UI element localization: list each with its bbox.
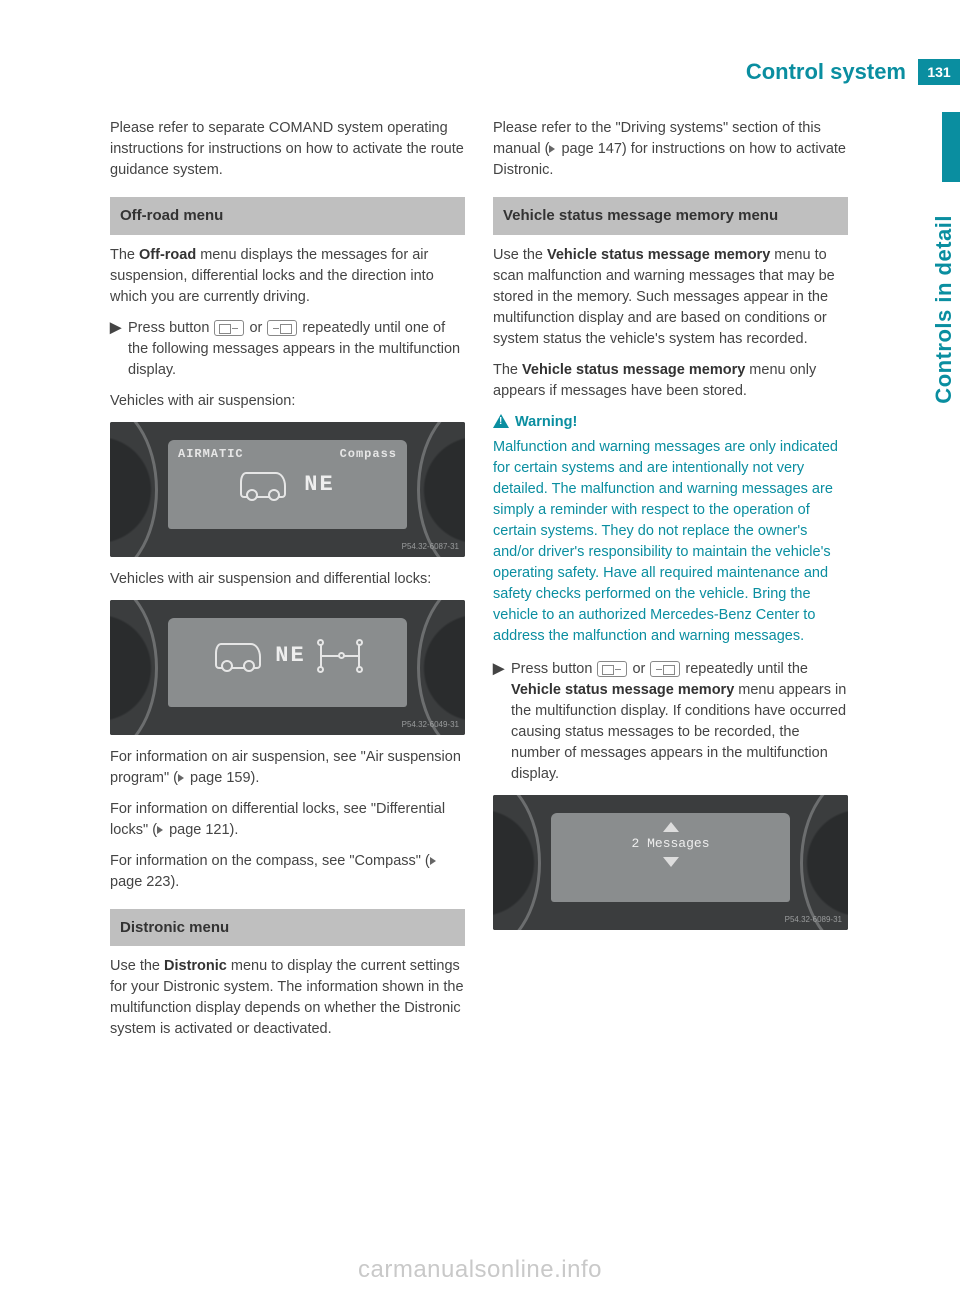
page-header: Control system 131 [746,56,960,88]
fig2-tag: P54.32-6049-31 [402,719,459,731]
car-icon [240,472,286,498]
intro-paragraph: Please refer to separate COMAND system o… [110,118,465,181]
page-number: 131 [918,59,960,85]
step-vsm-press: ▶ Press button or repeatedly until the V… [493,659,848,785]
section-header-offroad: Off-road menu [110,197,465,235]
figure-difflock: NE P54.32-6049-31 [110,600,465,735]
info-compass: For information on the compass, see "Com… [110,851,465,893]
step-marker-icon: ▶ [493,659,511,785]
right-column: Please refer to the "Driving systems" se… [493,60,848,1050]
next-button-icon [650,661,680,677]
differential-icon [320,642,360,670]
watermark: carmanualsonline.info [0,1253,960,1288]
info-diff-locks: For information on differential locks, s… [110,799,465,841]
section-header-distronic: Distronic menu [110,909,465,947]
next-button-icon [267,320,297,336]
info-air-suspension: For information on air suspension, see "… [110,747,465,789]
vsm-desc2: The Vehicle status message memory menu o… [493,360,848,402]
warning-block: Warning! Malfunction and warning message… [493,412,848,647]
figure-messages: 2 Messages P54.32-6089-31 [493,795,848,930]
distronic-desc: Use the Distronic menu to display the cu… [110,956,465,1040]
arrow-up-icon [663,822,679,832]
step-marker-icon: ▶ [110,318,128,381]
side-tab-label: Controls in detail [928,215,960,404]
pageref-icon [157,826,163,834]
car-icon [215,643,261,669]
compass-heading: NE [304,469,334,501]
figure-airmatic: AIRMATIC Compass NE P54.32-6087-31 [110,422,465,557]
pageref-icon [430,857,436,865]
arrow-down-icon [663,857,679,867]
warning-icon [493,414,509,428]
left-column: Please refer to separate COMAND system o… [110,60,465,1050]
prev-button-icon [597,661,627,677]
header-title: Control system [746,56,906,88]
fig1-label-right: Compass [340,446,397,463]
fig1-label-left: AIRMATIC [178,446,244,463]
pageref-icon [549,145,555,153]
side-accent-block [942,112,960,182]
step-press-button: ▶ Press button or repeatedly until one o… [110,318,465,381]
offroad-desc: The Off-road menu displays the messages … [110,245,465,308]
warning-body: Malfunction and warning messages are onl… [493,437,848,647]
fig3-tag: P54.32-6089-31 [785,914,842,926]
prev-button-icon [214,320,244,336]
warning-heading: Warning! [493,412,848,433]
page-body: Please refer to separate COMAND system o… [0,0,960,1080]
section-header-vsm: Vehicle status message memory menu [493,197,848,235]
compass-heading: NE [275,640,305,672]
fig1-tag: P54.32-6087-31 [402,541,459,553]
pageref-icon [178,774,184,782]
fig1-caption: Vehicles with air suspension: [110,391,465,412]
distronic-ref: Please refer to the "Driving systems" se… [493,118,848,181]
fig2-caption: Vehicles with air suspension and differe… [110,569,465,590]
messages-count: 2 Messages [561,835,780,854]
vsm-desc1: Use the Vehicle status message memory me… [493,245,848,350]
